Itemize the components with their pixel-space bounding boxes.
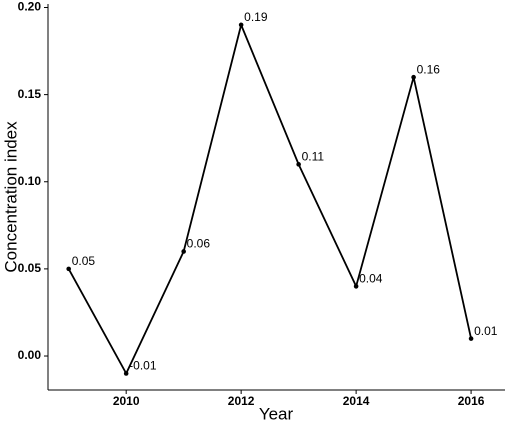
x-tick-label: 2016	[458, 394, 485, 408]
point	[66, 266, 71, 272]
x-axis-title: Year	[259, 404, 294, 423]
data-label: 0.04	[359, 271, 383, 285]
x-tick-label: 2010	[113, 394, 140, 408]
data-label: 0.05	[72, 254, 96, 268]
line	[67, 22, 472, 376]
x-tick-label: 2012	[228, 394, 255, 408]
y-tick-label: 0.00	[18, 348, 42, 362]
data-label: 0.01	[474, 324, 498, 338]
y-tick-label: 0.05	[18, 261, 42, 275]
point	[181, 249, 186, 254]
y-tick-label: 0.20	[18, 0, 42, 14]
y-tick-label: 0.15	[18, 87, 42, 101]
x-tick-label: 2014	[343, 394, 370, 408]
data-label: -0.01	[129, 359, 157, 373]
point	[296, 162, 301, 167]
point	[353, 284, 359, 289]
point	[123, 371, 129, 376]
point	[238, 22, 244, 28]
data-label: 0.19	[244, 10, 268, 24]
point	[411, 74, 416, 80]
data-label: 0.11	[302, 149, 325, 163]
y-axis-title: Concentration index	[1, 121, 20, 273]
point	[468, 336, 474, 341]
data-label: 0.16	[417, 62, 441, 76]
data-label: 0.06	[187, 237, 211, 251]
y-tick-label: 0.10	[18, 174, 42, 188]
